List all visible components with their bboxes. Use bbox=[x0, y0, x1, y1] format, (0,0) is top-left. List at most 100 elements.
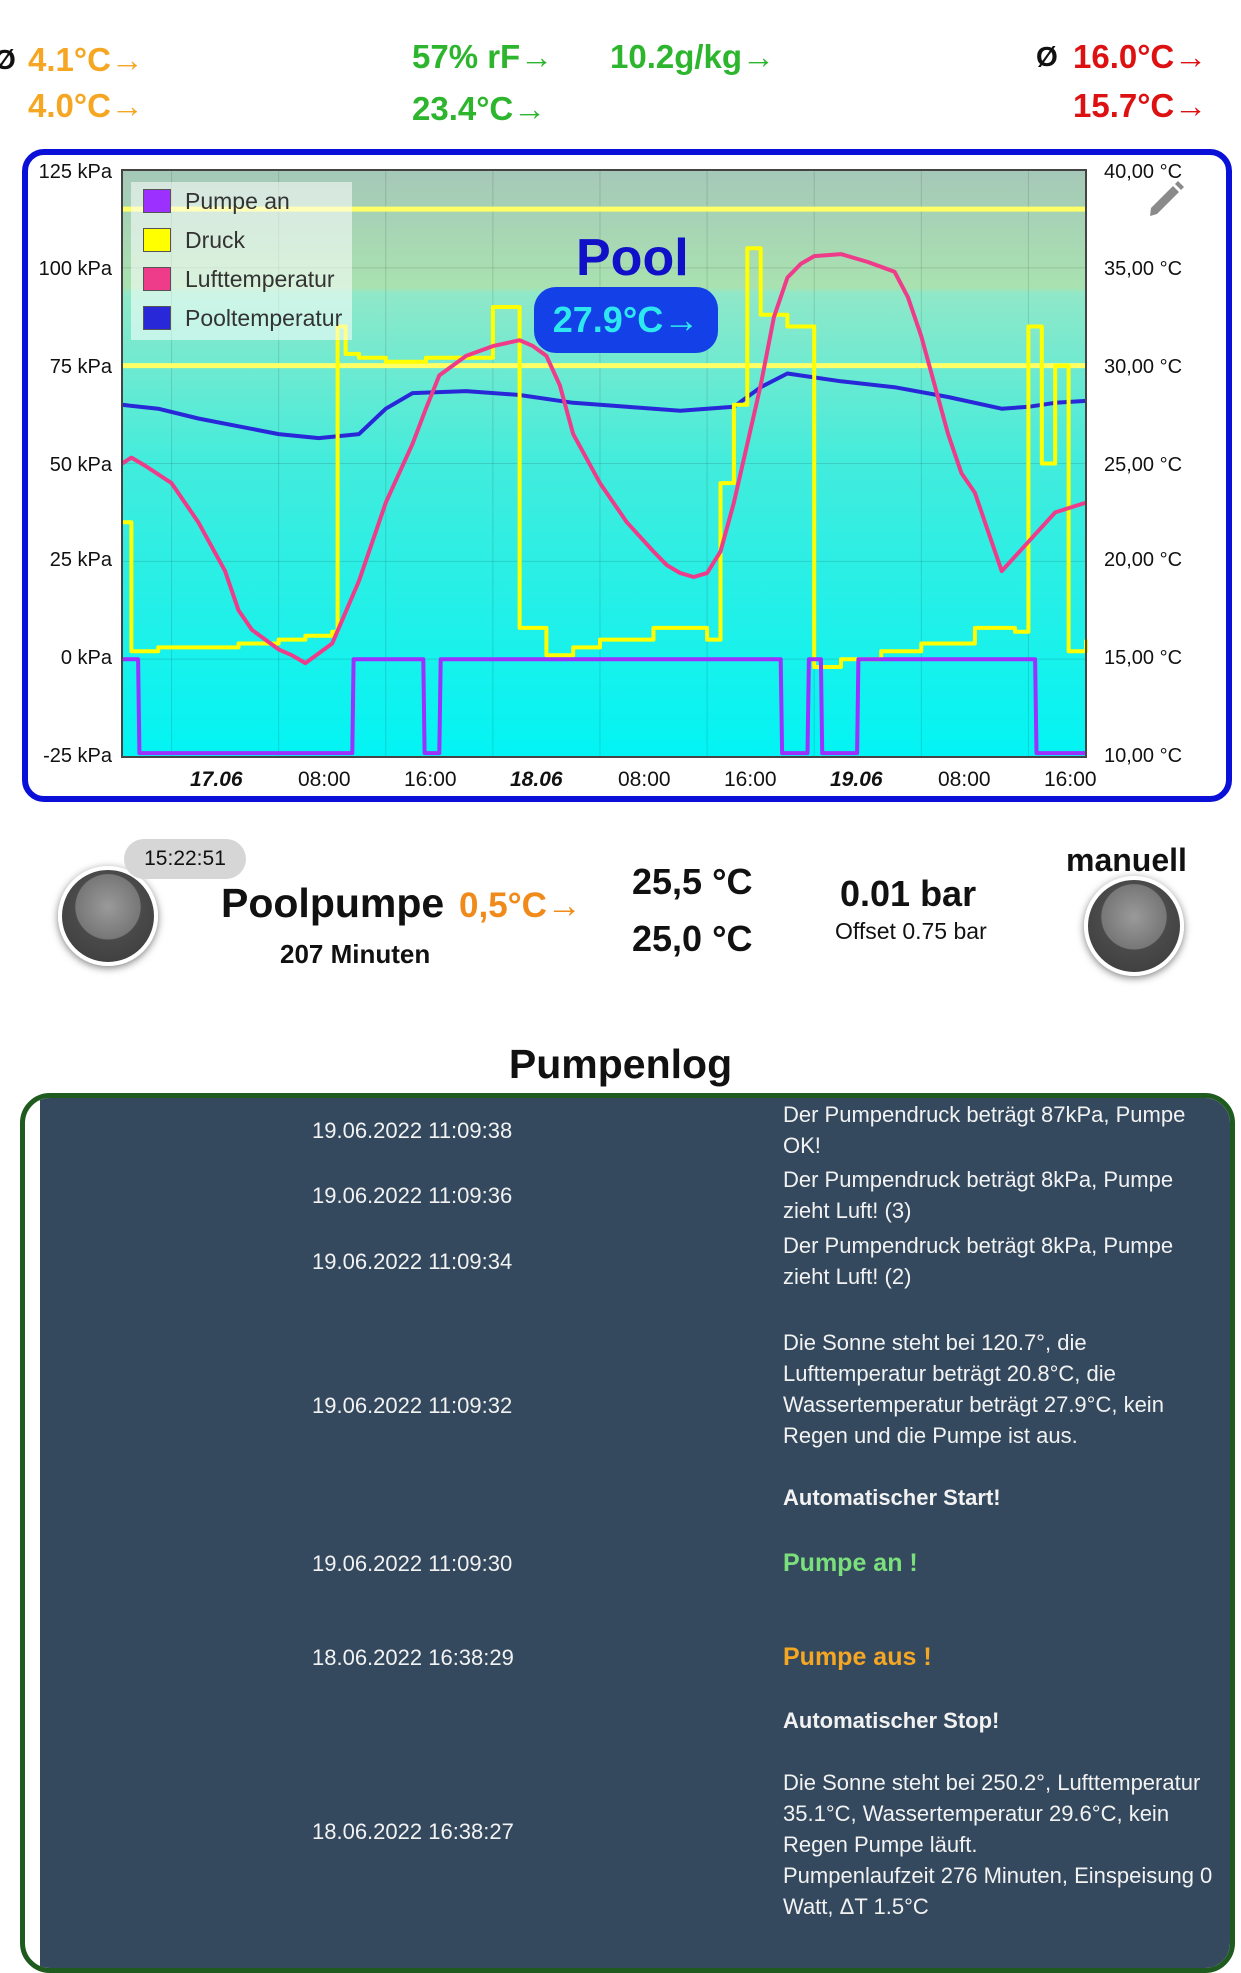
y-left-tick: 25 kPa bbox=[49, 549, 112, 571]
mode-toggle-knob[interactable] bbox=[1084, 876, 1184, 976]
log-line: zieht Luft! (2) bbox=[783, 1264, 912, 1289]
log-line: Der Pumpendruck beträgt 8kPa, Pumpe bbox=[783, 1233, 1174, 1258]
chart-legend: Pumpe an Druck Lufttemperatur Pooltemper… bbox=[131, 182, 352, 340]
pressure-offset: Offset 0.75 bar bbox=[835, 918, 987, 944]
plot-border bbox=[121, 169, 1087, 758]
pool-temp-badge[interactable]: 27.9°C→ bbox=[534, 287, 718, 353]
log-line: Die Sonne steht bei 120.7°, die bbox=[783, 1330, 1087, 1355]
log-line: Pumpenlaufzeit 276 Minuten, Einspeisung … bbox=[783, 1863, 1213, 1888]
pencil-icon[interactable] bbox=[1147, 178, 1185, 220]
y-right-tick: 15,00 °C bbox=[1104, 647, 1183, 669]
indoor-temp[interactable]: 23.4°C→ bbox=[412, 90, 547, 127]
pump-log-list[interactable]: 19.06.2022 11:09:38 Der Pumpendruck betr… bbox=[40, 1098, 1230, 1968]
series-layer bbox=[120, 246, 1088, 756]
legend-label: Pumpe an bbox=[185, 187, 290, 214]
y-left-tick: 100 kPa bbox=[38, 258, 112, 280]
y-right-tick: 25,00 °C bbox=[1104, 454, 1183, 476]
log-entry-time: 19.06.2022 11:09:34 bbox=[312, 1249, 513, 1274]
log-line: zieht Luft! (3) bbox=[783, 1198, 912, 1223]
x-tick: 16:00 bbox=[724, 768, 777, 791]
pump-name: Poolpumpe bbox=[221, 880, 445, 926]
pump-pressure: 0.01 bar bbox=[840, 873, 977, 914]
x-tick: 19.06 bbox=[830, 768, 883, 791]
series-line-druck bbox=[122, 246, 1088, 669]
pool-chart bbox=[120, 169, 1088, 758]
y-right-tick: 10,00 °C bbox=[1104, 745, 1183, 767]
chart-title: Pool bbox=[576, 229, 689, 287]
pump-runtime: 207 Minuten bbox=[280, 939, 431, 969]
log-entry-note: Automatischer Stop! bbox=[783, 1708, 1000, 1733]
legend-item-air-temp[interactable]: Lufttemperatur bbox=[143, 264, 335, 294]
log-entry-message: Der Pumpendruck beträgt 87kPa, Pumpe OK! bbox=[783, 1099, 1230, 1161]
legend-swatch-pool bbox=[143, 306, 171, 330]
relative-humidity[interactable]: 57% rF→ bbox=[412, 38, 554, 75]
average-symbol-right: Ø bbox=[1036, 41, 1058, 72]
pump-toggle-knob[interactable] bbox=[58, 866, 158, 966]
mode-label: manuell bbox=[1066, 842, 1187, 878]
outdoor-temp-average[interactable]: 4.1°C→ bbox=[28, 41, 144, 78]
log-entry-message: Der Pumpendruck beträgt 8kPa, Pumpe zieh… bbox=[783, 1164, 1230, 1226]
log-entry-time: 19.06.2022 11:09:36 bbox=[312, 1183, 513, 1208]
log-line: Regen und die Pumpe ist aus. bbox=[783, 1423, 1078, 1448]
absolute-humidity[interactable]: 10.2g/kg→ bbox=[610, 38, 776, 75]
series-line-lufttemperatur bbox=[120, 252, 1087, 666]
log-pump-on: Pumpe an ! bbox=[783, 1549, 918, 1577]
log-pump-off: Pumpe aus ! bbox=[783, 1643, 932, 1671]
y-right-tick: 40,00 °C bbox=[1104, 161, 1183, 183]
log-entry-time: 18.06.2022 16:38:27 bbox=[312, 1819, 514, 1844]
log-line: Lufttemperatur beträgt 20.8°C, die bbox=[783, 1361, 1116, 1386]
room-temp-average[interactable]: 16.0°C→ bbox=[1073, 38, 1208, 75]
legend-item-pump[interactable]: Pumpe an bbox=[143, 186, 290, 216]
y-right-tick: 35,00 °C bbox=[1104, 258, 1183, 280]
pump-log-panel[interactable]: 19.06.2022 11:09:38 Der Pumpendruck betr… bbox=[20, 1093, 1235, 1973]
y-left-tick: 125 kPa bbox=[38, 161, 112, 183]
log-entry-time: 19.06.2022 11:09:38 bbox=[312, 1118, 513, 1143]
log-entry-time: 18.06.2022 16:38:29 bbox=[312, 1645, 514, 1670]
y-left-tick: 50 kPa bbox=[49, 454, 112, 476]
legend-item-pool-temp[interactable]: Pooltemperatur bbox=[143, 303, 342, 333]
legend-label: Pooltemperatur bbox=[185, 304, 343, 331]
temp-low: 25,0 °C bbox=[632, 918, 753, 959]
legend-item-pressure[interactable]: Druck bbox=[143, 225, 245, 255]
y-right-tick: 20,00 °C bbox=[1104, 549, 1183, 571]
series-line-pumpe-an bbox=[122, 657, 1086, 756]
log-line: Regen Pumpe läuft. bbox=[783, 1832, 978, 1857]
log-entry-time: 19.06.2022 11:09:32 bbox=[312, 1393, 513, 1418]
log-entry-message: Die Sonne steht bei 250.2°, Lufttemperat… bbox=[783, 1767, 1230, 1922]
outdoor-temp-current[interactable]: 4.0°C→ bbox=[28, 87, 144, 124]
x-tick: 08:00 bbox=[938, 768, 991, 791]
log-line: OK! bbox=[783, 1133, 821, 1158]
x-tick: 08:00 bbox=[298, 768, 351, 791]
log-line: 35.1°C, Wassertemperatur 29.6°C, kein bbox=[783, 1801, 1170, 1826]
legend-swatch-pump bbox=[143, 189, 171, 213]
y-left-tick: 75 kPa bbox=[49, 356, 112, 378]
log-entry-time: 19.06.2022 11:09:30 bbox=[312, 1551, 513, 1576]
last-update-time: 15:22:51 bbox=[124, 839, 246, 879]
average-symbol-left: Ø bbox=[0, 44, 16, 75]
log-line: Die Sonne steht bei 250.2°, Lufttemperat… bbox=[783, 1770, 1201, 1795]
y-right-tick: 30,00 °C bbox=[1104, 356, 1183, 378]
log-line: Der Pumpendruck beträgt 8kPa, Pumpe bbox=[783, 1167, 1174, 1192]
log-line: Watt, ΔT 1.5°C bbox=[783, 1894, 929, 1919]
y-left-tick: -25 kPa bbox=[43, 745, 112, 767]
log-entry-note: Automatischer Start! bbox=[783, 1485, 1001, 1510]
x-tick: 16:00 bbox=[1044, 768, 1097, 791]
log-entry-message: Der Pumpendruck beträgt 8kPa, Pumpe zieh… bbox=[783, 1230, 1230, 1292]
series-line-pooltemperatur bbox=[121, 371, 1087, 441]
pump-temp-delta: 0,5°C→ bbox=[459, 886, 582, 925]
log-line: Wassertemperatur beträgt 27.9°C, kein bbox=[783, 1392, 1164, 1417]
legend-swatch-air bbox=[143, 267, 171, 291]
log-line: Der Pumpendruck beträgt 87kPa, Pumpe bbox=[783, 1102, 1186, 1127]
x-tick: 18.06 bbox=[510, 768, 563, 791]
legend-label: Druck bbox=[185, 226, 246, 253]
legend-label: Lufttemperatur bbox=[185, 265, 335, 292]
room-temp-current[interactable]: 15.7°C→ bbox=[1073, 87, 1208, 124]
log-entry-message: Die Sonne steht bei 120.7°, die Lufttemp… bbox=[783, 1327, 1230, 1451]
legend-swatch-pressure bbox=[143, 228, 171, 252]
y-left-tick: 0 kPa bbox=[60, 647, 112, 669]
x-tick: 08:00 bbox=[618, 768, 671, 791]
temp-high: 25,5 °C bbox=[632, 861, 753, 902]
x-tick: 16:00 bbox=[404, 768, 457, 791]
x-tick: 17.06 bbox=[190, 768, 243, 791]
log-title: Pumpenlog bbox=[508, 1041, 733, 1087]
